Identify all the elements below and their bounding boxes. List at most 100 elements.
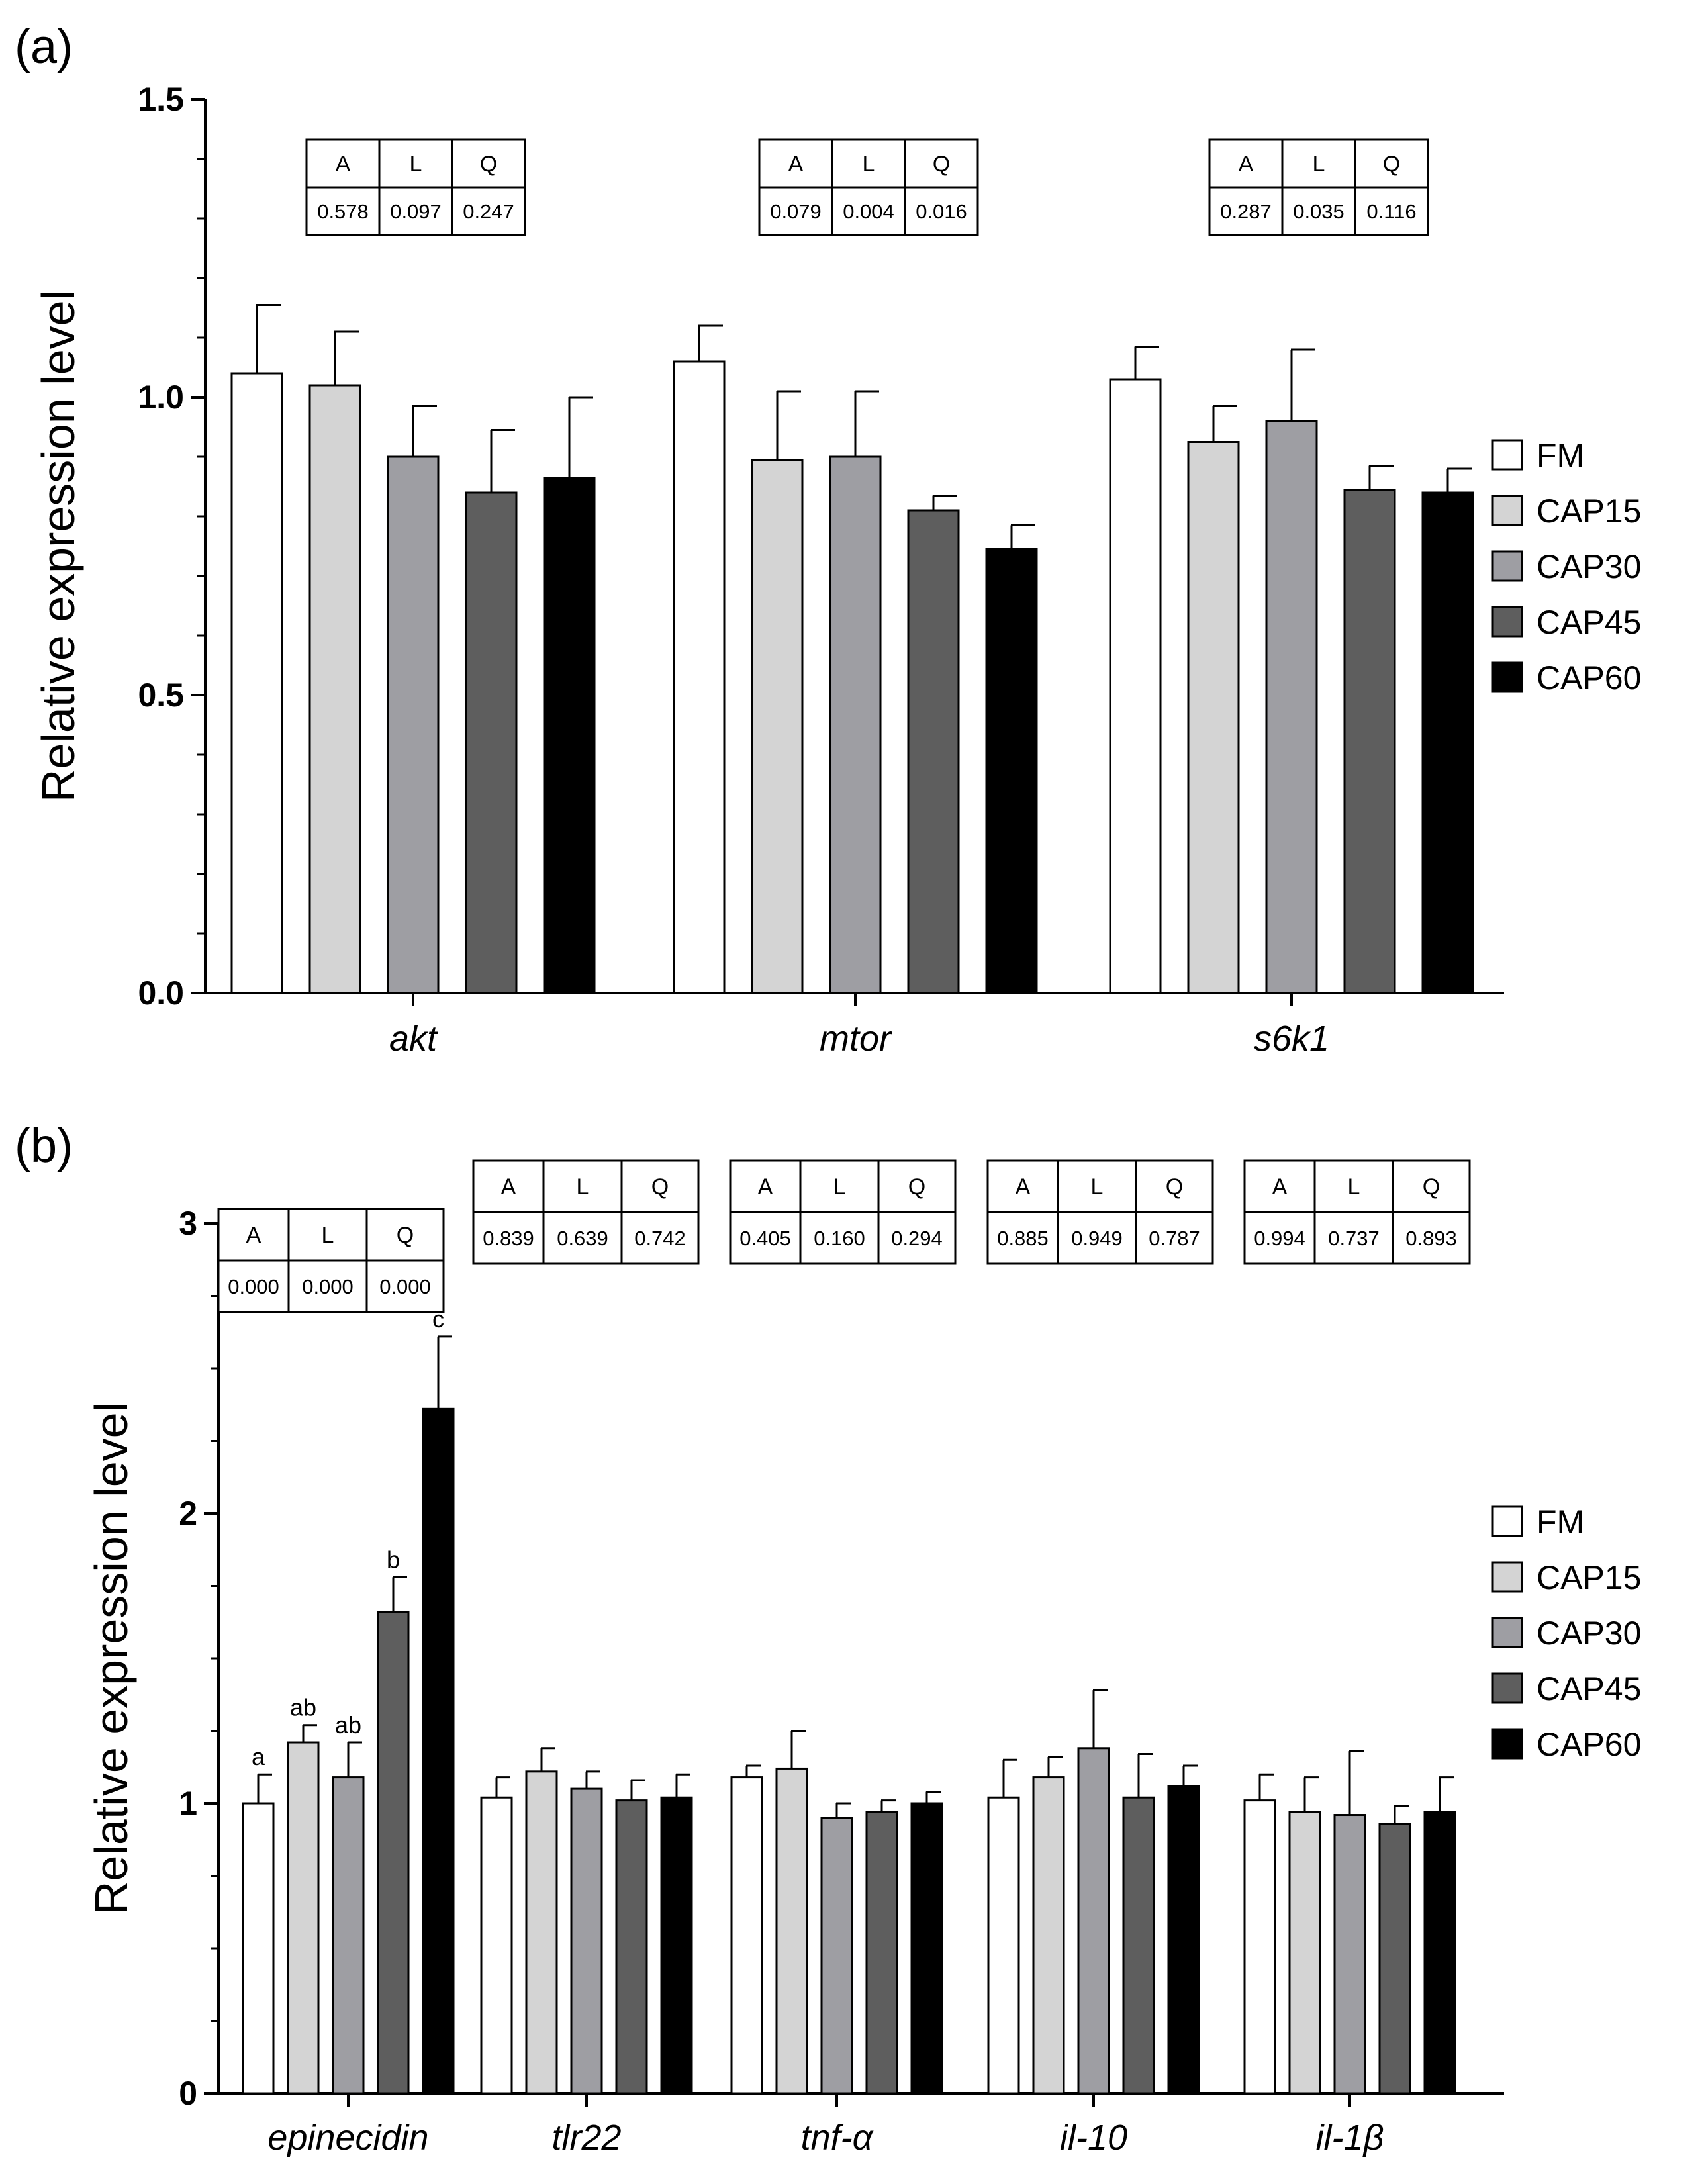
bar-il-1β-CAP60 xyxy=(1423,1811,1456,2095)
bar-mtor-FM xyxy=(673,360,726,994)
bar-il-1β-CAP15 xyxy=(1288,1811,1321,2095)
x-category-label: tnf-α xyxy=(801,2118,875,2158)
significance-letter: a xyxy=(252,1743,265,1770)
stats-header-A: A xyxy=(1272,1174,1288,1200)
legend-swatch-CAP30 xyxy=(1491,550,1523,582)
panel-label-a: (a) xyxy=(15,21,73,73)
legend-b: FM CAP15 CAP30 CAP45 CAP60 xyxy=(1491,1503,1641,1763)
bar-akt-FM xyxy=(230,372,283,994)
bar-epinecidin-CAP60 xyxy=(422,1407,455,2095)
bar-tnf-α-CAP60 xyxy=(910,1802,943,2095)
legend-swatch-FM xyxy=(1491,1505,1523,1537)
significance-letter: b xyxy=(387,1546,400,1573)
bar-s6k1-CAP30 xyxy=(1265,420,1318,994)
stats-table: A 0.287 L 0.035 Q 0.116 xyxy=(1208,138,1429,236)
stats-header-Q: Q xyxy=(908,1174,925,1200)
stats-value-Q: 0.016 xyxy=(916,200,967,223)
stats-table: A 0.994 L 0.737 Q 0.893 xyxy=(1243,1159,1471,1265)
stats-header-Q: Q xyxy=(480,152,497,177)
stats-value-L: 0.737 xyxy=(1328,1227,1380,1250)
bar-tlr22-CAP15 xyxy=(525,1770,558,2095)
stats-value-Q: 0.742 xyxy=(634,1227,686,1250)
stats-header-Q: Q xyxy=(1383,152,1400,177)
legend-label-CAP45: CAP45 xyxy=(1537,1670,1641,1707)
stats-table: A 0.885 L 0.949 Q 0.787 xyxy=(986,1159,1214,1265)
x-category-label: mtor xyxy=(820,1019,892,1059)
stats-value-A: 0.000 xyxy=(228,1275,279,1298)
bar-tnf-α-CAP45 xyxy=(865,1811,898,2095)
stats-header-L: L xyxy=(322,1223,334,1248)
stats-value-Q: 0.000 xyxy=(379,1275,431,1298)
significance-letter: ab xyxy=(335,1711,361,1738)
bar-il-1β-FM xyxy=(1243,1799,1276,2095)
stats-value-L: 0.004 xyxy=(843,200,894,223)
legend-swatch-CAP45 xyxy=(1491,1672,1523,1704)
bar-epinecidin-CAP45 xyxy=(377,1611,410,2095)
stats-value-L: 0.639 xyxy=(557,1227,608,1250)
bar-akt-CAP45 xyxy=(465,491,518,994)
y-axis-title: Relative expression level xyxy=(85,1402,137,1915)
bar-akt-CAP15 xyxy=(308,384,361,994)
bar-tlr22-FM xyxy=(480,1796,513,2095)
stats-value-L: 0.097 xyxy=(390,200,442,223)
legend-swatch-CAP30 xyxy=(1491,1617,1523,1648)
stats-value-L: 0.035 xyxy=(1293,200,1345,223)
legend-swatch-CAP15 xyxy=(1491,495,1523,526)
bar-akt-CAP60 xyxy=(543,477,596,994)
stats-value-A: 0.994 xyxy=(1254,1227,1305,1250)
stats-value-A: 0.405 xyxy=(739,1227,791,1250)
legend-label-CAP30: CAP30 xyxy=(1537,1615,1641,1652)
bar-tnf-α-CAP30 xyxy=(820,1817,853,2095)
stats-header-Q: Q xyxy=(1166,1174,1183,1200)
y-axis-title: Relative expression level xyxy=(32,290,84,802)
x-category-label: il-1β xyxy=(1316,2118,1384,2158)
significance-letter: ab xyxy=(290,1694,316,1721)
legend-label-CAP30: CAP30 xyxy=(1537,548,1641,585)
bar-tlr22-CAP45 xyxy=(615,1799,648,2095)
bar-mtor-CAP15 xyxy=(751,459,804,994)
legend-swatch-CAP45 xyxy=(1491,606,1523,638)
stats-header-L: L xyxy=(577,1174,589,1200)
stats-header-Q: Q xyxy=(651,1174,669,1200)
stats-header-A: A xyxy=(788,152,804,177)
legend-label-CAP15: CAP15 xyxy=(1537,493,1641,530)
bar-s6k1-FM xyxy=(1109,378,1162,994)
bar-mtor-CAP30 xyxy=(829,455,882,994)
y-tick-label: 1 xyxy=(179,1785,197,1822)
stats-header-L: L xyxy=(410,152,422,177)
legend-label-CAP15: CAP15 xyxy=(1537,1559,1641,1596)
y-tick-label: 0 xyxy=(179,2075,197,2112)
panel-a: (a) 0.0 0.5 1.0 1.5 Relative expression level… xyxy=(15,21,1641,1059)
legend-label-CAP45: CAP45 xyxy=(1537,604,1641,641)
stats-value-L: 0.949 xyxy=(1071,1227,1123,1250)
stats-header-A: A xyxy=(1239,152,1254,177)
stats-value-A: 0.839 xyxy=(483,1227,534,1250)
bar-il-10-CAP60 xyxy=(1167,1785,1200,2095)
bar-epinecidin-CAP15 xyxy=(287,1741,320,2095)
stats-header-L: L xyxy=(1091,1174,1104,1200)
stats-value-L: 0.000 xyxy=(302,1275,354,1298)
panel-label-b: (b) xyxy=(15,1119,73,1172)
stats-value-A: 0.287 xyxy=(1220,200,1272,223)
bar-il-10-CAP30 xyxy=(1077,1747,1110,2095)
bar-akt-CAP30 xyxy=(387,455,440,994)
stats-header-L: L xyxy=(833,1174,846,1200)
stats-value-Q: 0.116 xyxy=(1366,200,1416,223)
stats-value-Q: 0.247 xyxy=(463,200,514,223)
legend-label-CAP60: CAP60 xyxy=(1537,1726,1641,1763)
stats-value-Q: 0.893 xyxy=(1405,1227,1457,1250)
stats-header-A: A xyxy=(246,1223,261,1248)
x-category-label: tlr22 xyxy=(551,2118,621,2158)
bar-il-10-FM xyxy=(987,1796,1020,2095)
bar-mtor-CAP45 xyxy=(907,509,960,994)
bar-il-10-CAP15 xyxy=(1032,1776,1065,2095)
bar-tnf-α-FM xyxy=(730,1776,763,2095)
bar-s6k1-CAP15 xyxy=(1187,441,1240,994)
stats-header-A: A xyxy=(501,1174,516,1200)
bar-tlr22-CAP30 xyxy=(570,1787,603,2095)
stats-header-Q: Q xyxy=(933,152,950,177)
bar-il-10-CAP45 xyxy=(1122,1796,1155,2095)
stats-table: A 0.839 L 0.639 Q 0.742 xyxy=(472,1159,700,1265)
